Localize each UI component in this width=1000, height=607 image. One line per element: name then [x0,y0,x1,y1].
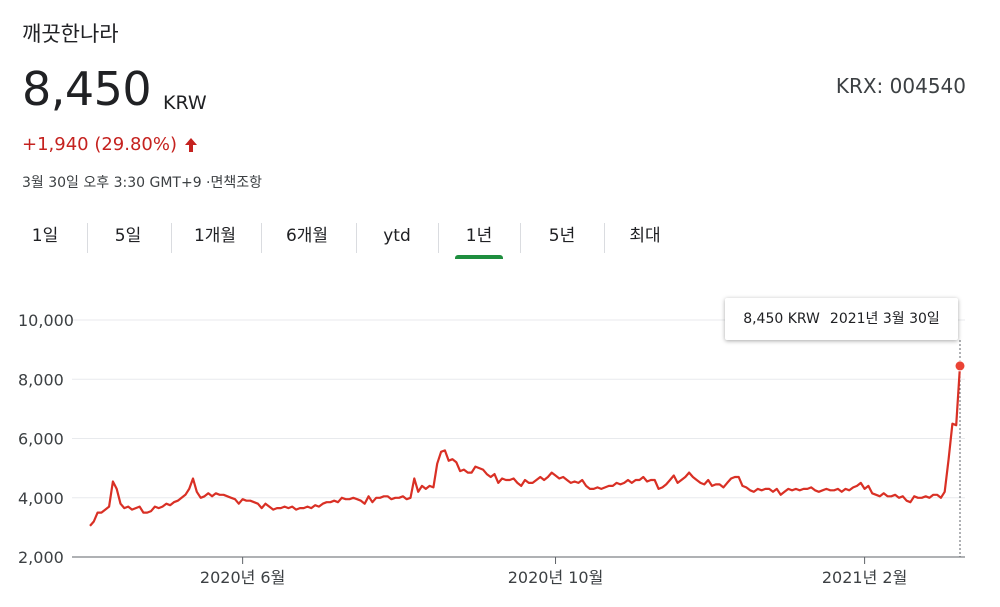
last-price-point [954,360,966,372]
timestamp-disclaimer[interactable]: 3월 30일 오후 3:30 GMT+9 ·면책조항 [22,175,263,191]
tab-divider [520,223,521,253]
y-tick-label: 8,000 [18,370,64,389]
arrow-up-icon [183,137,199,153]
x-tick-label: 2020년 6월 [200,568,285,587]
tab-divider [604,223,605,253]
price-change-value: +1,940 (29.80%) [22,134,178,155]
y-tick-label: 4,000 [18,489,64,508]
stock-price: 8,450 [22,62,152,116]
tab-1d[interactable]: 1일 [31,226,59,246]
tab-divider [261,223,262,253]
ticker-symbol: KRX: 004540 [835,74,966,98]
price-change: +1,940 (29.80%) [22,134,199,155]
tab-max[interactable]: 최대 [629,226,661,246]
tooltip-date: 2021년 3월 30일 [829,311,940,327]
tab-divider [171,223,172,253]
tab-5d[interactable]: 5일 [114,226,142,246]
currency-label: KRW [163,92,207,114]
tab-1y[interactable]: 1년 [465,226,493,246]
tab-1m[interactable]: 1개월 [193,226,237,246]
tab-divider [356,223,357,253]
y-tick-label: 6,000 [18,430,64,449]
price-tooltip: 8,450 KRW 2021년 3월 30일 [725,298,958,340]
tab-ytd[interactable]: ytd [383,226,411,246]
active-tab-indicator [455,255,503,259]
tab-divider [438,223,439,253]
y-tick-label: 10,000 [18,311,74,330]
y-tick-label: 2,000 [18,548,64,567]
x-tick-label: 2021년 2월 [822,568,907,587]
stock-name: 깨끗한나라 [22,22,119,46]
x-tick-label: 2020년 10월 [508,568,604,587]
tab-divider [87,223,88,253]
tab-5y[interactable]: 5년 [548,226,576,246]
range-tabs: 1일 5일 1개월 6개월 ytd 1년 5년 최대 [0,218,700,264]
price-series-line [89,365,962,527]
tooltip-value: 8,450 KRW [743,311,820,327]
tab-6m[interactable]: 6개월 [285,226,329,246]
